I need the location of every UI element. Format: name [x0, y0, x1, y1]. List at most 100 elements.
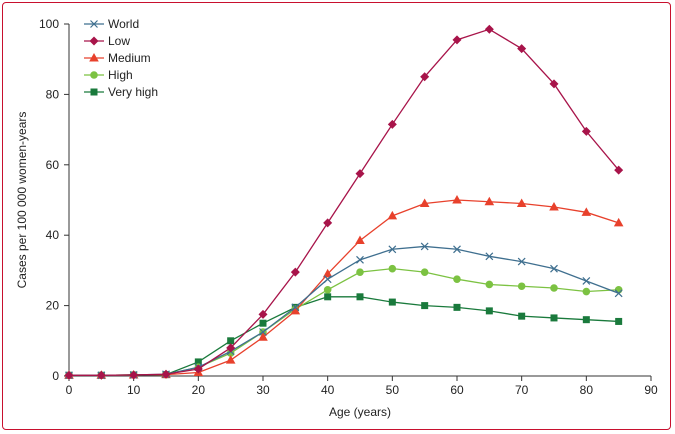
data-point-medium [484, 196, 495, 206]
data-point-medium [290, 305, 301, 315]
data-point-world [582, 277, 591, 285]
x-tick-label: 60 [450, 383, 464, 397]
series-high [65, 264, 623, 380]
data-point-medium [516, 198, 527, 208]
x-axis-label: Age (years) [329, 405, 391, 419]
legend-marker-low [89, 36, 99, 46]
data-point-world [356, 255, 364, 264]
y-tick-label: 40 [46, 228, 60, 242]
data-point-medium [581, 207, 592, 216]
series-line-high [69, 267, 619, 376]
y-tick-label: 100 [39, 17, 59, 31]
y-axis-label: Cases per 100 000 women-years [15, 112, 29, 289]
data-point-world [259, 328, 267, 336]
data-point-medium [549, 202, 559, 211]
data-point-very-high [227, 337, 235, 345]
series-line-low [69, 28, 620, 376]
x-tick-label: 30 [256, 383, 270, 397]
x-tick-label: 0 [66, 383, 73, 397]
data-point-high [226, 349, 235, 357]
data-point-low [484, 24, 494, 34]
data-point-medium [419, 198, 430, 208]
data-point-very-high [356, 293, 364, 301]
data-point-medium [322, 268, 333, 278]
data-point-high [582, 287, 591, 296]
data-point-very-high [453, 303, 461, 311]
data-point-medium [387, 210, 398, 220]
data-point-very-high [194, 358, 202, 366]
data-point-low [161, 369, 171, 379]
data-point-very-high [485, 307, 493, 315]
data-point-medium [355, 235, 365, 244]
legend-label-medium: Medium [108, 51, 151, 65]
data-point-high [517, 282, 526, 291]
data-point-low [614, 165, 624, 175]
data-point-high [420, 268, 429, 276]
legend-marker-high [90, 71, 98, 79]
data-point-low [420, 72, 430, 82]
data-point-high [485, 280, 494, 289]
legend-marker-very-high [90, 88, 98, 96]
x-tick-label: 40 [321, 383, 335, 397]
y-tick-label: 20 [46, 299, 60, 313]
data-point-world [420, 242, 429, 251]
data-point-world [517, 257, 526, 266]
series-line-very-high [69, 296, 619, 376]
data-point-world [550, 264, 558, 273]
x-tick-label: 80 [580, 383, 594, 397]
y-tick-label: 60 [46, 158, 60, 172]
data-point-very-high [518, 312, 526, 320]
data-point-very-high [259, 319, 267, 327]
legend-item-medium: Medium [84, 51, 151, 65]
data-point-medium [225, 355, 236, 364]
data-point-high [356, 268, 364, 276]
y-tick-label: 80 [46, 87, 60, 101]
data-point-low [193, 364, 203, 374]
data-point-low [323, 218, 333, 228]
legend-item-world: World [84, 17, 139, 31]
data-point-medium [258, 332, 268, 341]
data-point-low [355, 169, 365, 179]
legend-marker-medium [89, 53, 99, 62]
data-point-very-high [582, 316, 590, 324]
data-point-very-high [324, 293, 332, 301]
data-point-medium [613, 217, 624, 227]
data-point-high [453, 275, 461, 284]
x-tick-label: 20 [192, 383, 206, 397]
data-point-low [64, 370, 74, 380]
data-point-very-high [388, 298, 396, 306]
series-line-world [69, 245, 619, 376]
x-tick-label: 70 [515, 383, 529, 397]
data-point-low [226, 343, 236, 353]
legend-item-very-high: Very high [84, 85, 158, 99]
data-point-low [129, 370, 139, 380]
legend-marker-world [90, 20, 98, 28]
data-point-low [96, 370, 106, 380]
data-point-world [388, 245, 397, 254]
series-very-high [65, 293, 623, 379]
data-point-very-high [421, 302, 429, 310]
x-tick-label: 50 [386, 383, 400, 397]
data-point-world [453, 245, 461, 254]
legend-label-low: Low [108, 34, 130, 48]
series-low [64, 24, 624, 380]
data-point-medium [452, 195, 462, 204]
data-point-high [323, 285, 332, 294]
data-point-low [549, 79, 559, 89]
series-world [65, 242, 623, 380]
legend-label-high: High [108, 68, 133, 82]
x-tick-label: 10 [127, 383, 141, 397]
x-tick-label: 90 [644, 383, 658, 397]
data-point-low [581, 126, 591, 136]
data-point-low [258, 309, 268, 319]
data-point-low [290, 267, 300, 277]
data-point-world [323, 275, 332, 284]
data-point-high [388, 264, 397, 273]
legend-label-world: World [108, 17, 139, 31]
series-layer [64, 24, 624, 380]
figure-frame [2, 2, 671, 430]
data-point-low [387, 119, 397, 129]
data-point-world [614, 289, 623, 298]
legend-label-very-high: Very high [108, 85, 158, 99]
